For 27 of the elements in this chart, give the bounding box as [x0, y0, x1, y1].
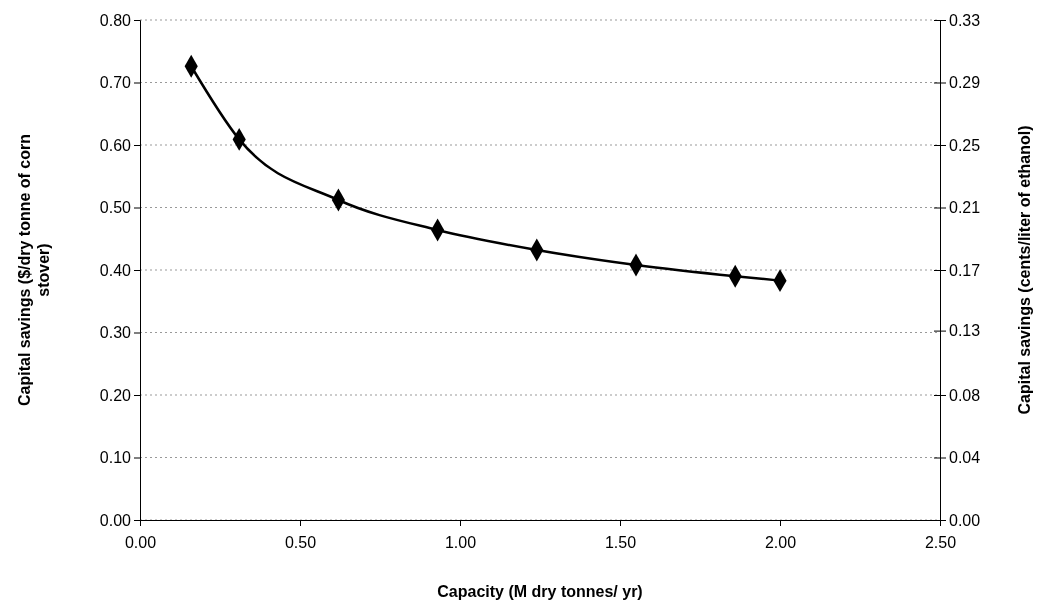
y2-tick-label: 0.17: [949, 261, 981, 279]
y-tick-label: 0.10: [99, 449, 132, 467]
y2-tick-label: 0.04: [949, 449, 981, 467]
x-tick-label: 0.50: [284, 534, 317, 552]
y2-axis-title: Capital savings (cents/liter of ethanol): [1016, 125, 1033, 415]
y-tick-label: 0.00: [99, 511, 132, 529]
y-tick-label: 0.60: [99, 136, 132, 154]
x-tick-label: 0.00: [124, 534, 157, 552]
y2-tick-label: 0.21: [949, 199, 981, 217]
y-tick-label: 0.70: [99, 74, 132, 92]
y2-tick-label: 0.33: [949, 11, 981, 29]
x-tick-label: 1.50: [604, 534, 637, 552]
x-tick-label: 2.00: [764, 534, 797, 552]
x-tick-label: 2.50: [924, 534, 957, 552]
x-axis-title: Capacity (M dry tonnes/ yr): [437, 583, 643, 600]
y-tick-label: 0.30: [99, 324, 132, 342]
y2-tick-label: 0.13: [949, 322, 981, 340]
x-tick-label: 1.00: [444, 534, 477, 552]
y-tick-label: 0.50: [99, 199, 132, 217]
y2-tick-label: 0.25: [949, 136, 981, 154]
y2-tick-label: 0.00: [949, 511, 981, 529]
y-tick-label: 0.40: [99, 261, 132, 279]
y-axis-title: Capital savings ($/dry tonne of corn stover): [16, 133, 53, 407]
y2-tick-label: 0.08: [949, 386, 981, 404]
y-tick-label: 0.20: [99, 386, 132, 404]
y-tick-label: 0.80: [99, 11, 132, 29]
y2-tick-label: 0.29: [949, 74, 981, 92]
